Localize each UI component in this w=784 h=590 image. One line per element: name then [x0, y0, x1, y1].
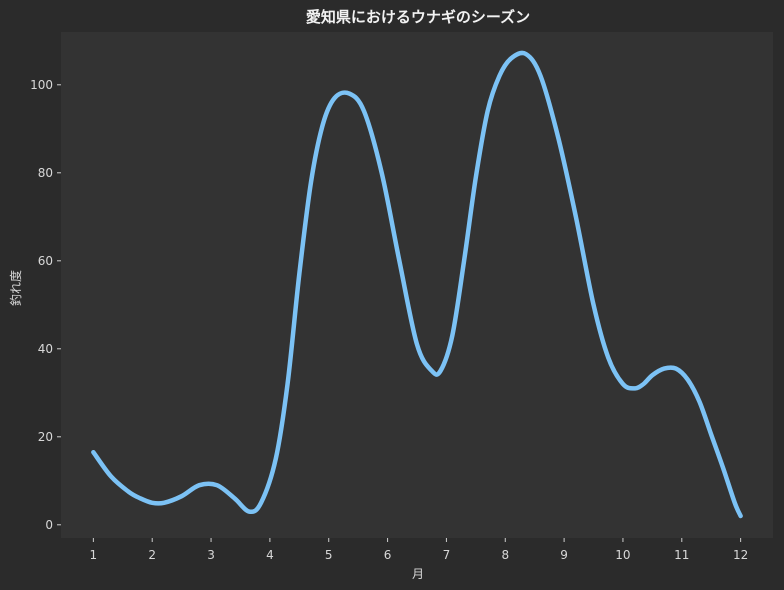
y-axis-label: 釣れ度	[8, 270, 23, 306]
series-line	[91, 50, 743, 519]
x-tick-label: 11	[674, 548, 689, 562]
plot-area	[61, 32, 773, 538]
chart-title: 愛知県におけるウナギのシーズン	[306, 8, 530, 26]
y-tick-label: 100	[30, 78, 53, 92]
x-tick-label: 4	[266, 548, 274, 562]
y-tick-label: 60	[38, 254, 53, 268]
y-tick-label: 0	[45, 518, 53, 532]
x-tick-label: 12	[733, 548, 748, 562]
y-tick-label: 20	[38, 430, 53, 444]
y-tick-label: 80	[38, 166, 53, 180]
x-tick-label: 8	[501, 548, 509, 562]
x-tick-label: 9	[560, 548, 568, 562]
x-tick-label: 3	[207, 548, 215, 562]
x-axis: 1 2 3 4 5 6 7 8 9 10 11 12	[90, 538, 748, 562]
y-tick-label: 40	[38, 342, 53, 356]
y-axis: 0 20 40 60 80 100	[30, 78, 61, 532]
x-tick-label: 5	[325, 548, 333, 562]
x-tick-label: 10	[615, 548, 630, 562]
x-tick-label: 2	[148, 548, 156, 562]
x-axis-label: 月	[412, 567, 424, 581]
x-tick-label: 6	[384, 548, 392, 562]
x-tick-label: 7	[443, 548, 451, 562]
x-tick-label: 1	[90, 548, 98, 562]
